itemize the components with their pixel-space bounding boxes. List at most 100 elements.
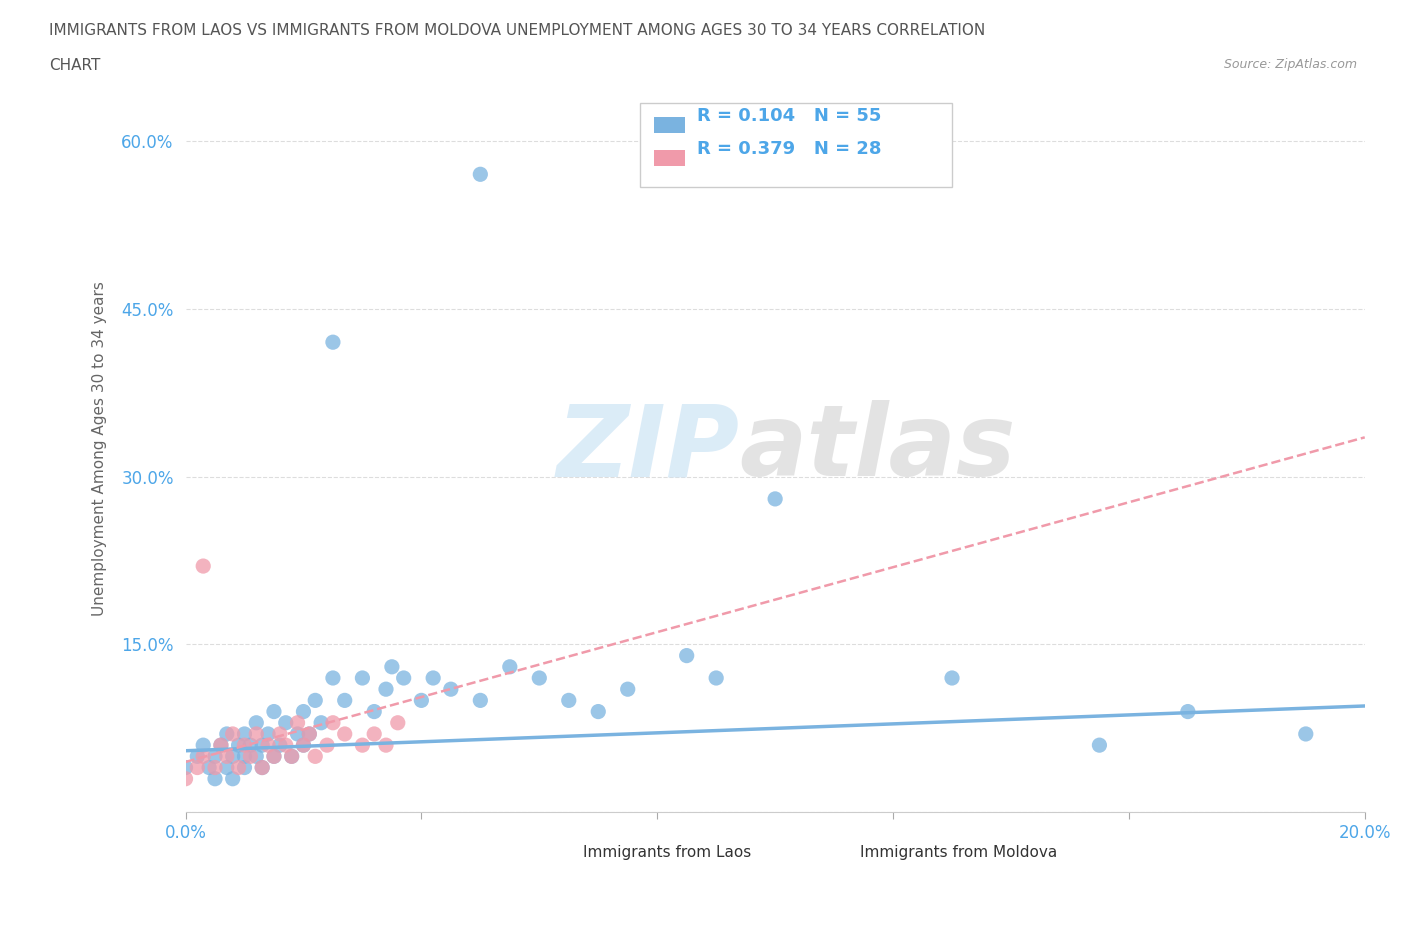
Point [174, 771, 197, 786]
Point [411, 693, 433, 708]
Point [280, 749, 302, 764]
Point [233, 749, 256, 764]
Point [204, 771, 226, 786]
Point [292, 704, 315, 719]
Point [941, 671, 963, 685]
Point [316, 737, 339, 752]
Point [333, 693, 356, 708]
Point [228, 737, 250, 752]
Text: R = 0.379   N = 28: R = 0.379 N = 28 [696, 140, 882, 157]
Text: R = 0.104   N = 55: R = 0.104 N = 55 [696, 107, 882, 125]
Point [233, 726, 256, 741]
Point [204, 749, 226, 764]
Point [292, 737, 315, 752]
FancyBboxPatch shape [640, 103, 952, 187]
Point [363, 726, 385, 741]
Point [1177, 704, 1199, 719]
Point [269, 726, 291, 741]
Point [215, 749, 238, 764]
Point [704, 671, 727, 685]
Point [363, 704, 385, 719]
Point [470, 693, 492, 708]
Point [263, 704, 285, 719]
Point [222, 771, 245, 786]
Y-axis label: Unemployment Among Ages 30 to 34 years: Unemployment Among Ages 30 to 34 years [93, 281, 107, 616]
Point [298, 726, 321, 741]
Point [193, 749, 215, 764]
Point [588, 704, 610, 719]
Text: IMMIGRANTS FROM LAOS VS IMMIGRANTS FROM MOLDOVA UNEMPLOYMENT AMONG AGES 30 TO 34: IMMIGRANTS FROM LAOS VS IMMIGRANTS FROM … [49, 23, 986, 38]
Point [222, 749, 245, 764]
Point [675, 648, 697, 663]
Point [440, 682, 463, 697]
Point [352, 737, 374, 752]
Point [239, 737, 262, 752]
Point [186, 760, 208, 775]
Point [387, 715, 409, 730]
Point [193, 559, 215, 574]
Point [1088, 737, 1111, 752]
Point [352, 671, 374, 685]
Point [274, 715, 297, 730]
Point [422, 671, 444, 685]
Text: Immigrants from Moldova: Immigrants from Moldova [860, 844, 1057, 860]
Text: atlas: atlas [740, 400, 1017, 497]
Point [304, 749, 326, 764]
Point [470, 166, 492, 181]
Point [174, 760, 197, 775]
FancyBboxPatch shape [654, 117, 685, 133]
Text: Source: ZipAtlas.com: Source: ZipAtlas.com [1223, 58, 1357, 71]
Point [215, 726, 238, 741]
Point [292, 737, 315, 752]
Point [257, 726, 280, 741]
Point [228, 760, 250, 775]
Point [245, 749, 267, 764]
Point [186, 749, 208, 764]
Point [250, 760, 273, 775]
Point [250, 737, 273, 752]
Point [1295, 726, 1317, 741]
Point [209, 737, 232, 752]
FancyBboxPatch shape [817, 845, 848, 859]
Point [233, 760, 256, 775]
Point [222, 726, 245, 741]
Point [274, 737, 297, 752]
Point [239, 749, 262, 764]
Point [250, 760, 273, 775]
Text: CHART: CHART [49, 58, 101, 73]
Point [381, 659, 404, 674]
Point [233, 737, 256, 752]
Point [375, 682, 398, 697]
Point [333, 726, 356, 741]
Point [263, 749, 285, 764]
Point [616, 682, 638, 697]
Text: Immigrants from Laos: Immigrants from Laos [583, 844, 751, 860]
Point [209, 737, 232, 752]
FancyBboxPatch shape [654, 150, 685, 166]
Point [499, 659, 522, 674]
Point [529, 671, 551, 685]
Point [215, 760, 238, 775]
Point [322, 715, 344, 730]
Point [304, 693, 326, 708]
Text: ZIP: ZIP [557, 400, 740, 497]
Point [298, 726, 321, 741]
FancyBboxPatch shape [540, 845, 571, 859]
Point [309, 715, 332, 730]
Point [392, 671, 415, 685]
Point [245, 726, 267, 741]
Point [558, 693, 581, 708]
Point [287, 715, 309, 730]
Point [287, 726, 309, 741]
Point [198, 760, 221, 775]
Point [763, 491, 786, 506]
Point [193, 737, 215, 752]
Point [269, 737, 291, 752]
Point [257, 737, 280, 752]
Point [204, 760, 226, 775]
Point [375, 737, 398, 752]
Point [263, 749, 285, 764]
Point [280, 749, 302, 764]
Point [322, 671, 344, 685]
Point [322, 335, 344, 350]
